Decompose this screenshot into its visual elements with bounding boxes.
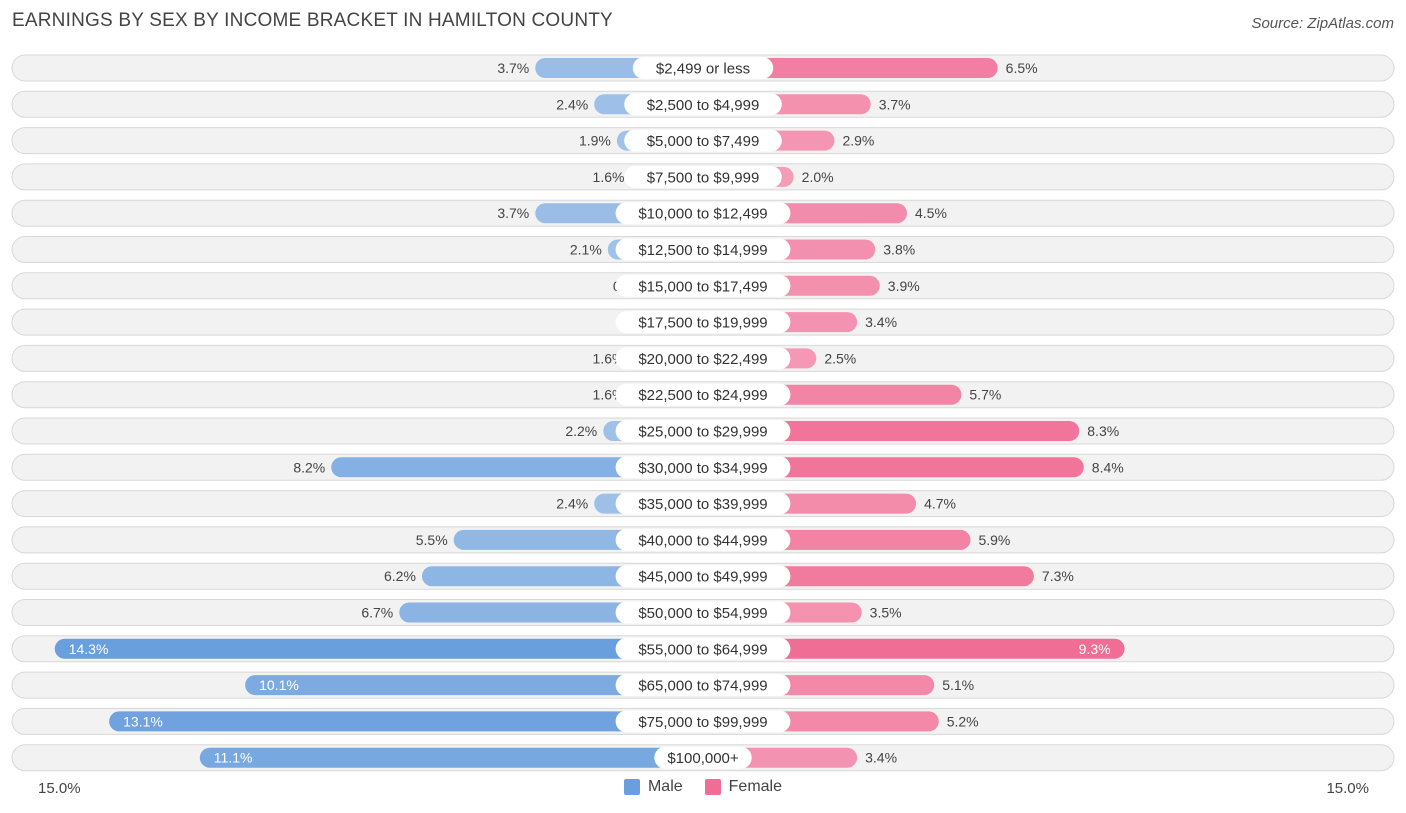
category-label-background xyxy=(615,420,791,442)
chart-title: EARNINGS BY SEX BY INCOME BRACKET IN HAM… xyxy=(12,10,613,31)
legend-swatch-female xyxy=(704,779,721,795)
female-bar xyxy=(703,638,1125,659)
category-label: $2,499 or less xyxy=(656,61,750,78)
category-label-background xyxy=(615,637,791,660)
female-value-label: 5.9% xyxy=(978,532,1010,548)
category-label-background xyxy=(654,746,752,769)
female-value-label: 5.1% xyxy=(942,677,974,693)
female-value-label: 3.9% xyxy=(888,278,920,294)
male-value-label: 6.2% xyxy=(384,568,416,584)
category-label: $2,500 to $4,999 xyxy=(647,97,760,114)
male-bar xyxy=(245,675,703,696)
category-label-background xyxy=(624,129,782,152)
female-value-label: 8.3% xyxy=(1087,423,1119,439)
category-label-background xyxy=(615,311,791,334)
female-value-label: 8.4% xyxy=(1092,459,1124,475)
x-axis-max-label: 15.0% xyxy=(1326,780,1369,797)
category-label: $65,000 to $74,999 xyxy=(638,678,767,695)
category-label: $55,000 to $64,999 xyxy=(638,641,767,658)
category-label-background xyxy=(632,57,774,79)
legend-item-male: Male xyxy=(623,778,683,796)
female-value-label: 3.4% xyxy=(865,750,897,766)
category-label-background xyxy=(615,710,791,733)
category-label-background xyxy=(615,565,791,588)
female-value-label: 4.7% xyxy=(924,496,956,512)
category-label: $12,500 to $14,999 xyxy=(638,242,767,259)
category-label: $40,000 to $44,999 xyxy=(638,532,767,549)
female-value-label: 3.8% xyxy=(883,242,915,258)
category-label: $25,000 to $29,999 xyxy=(638,424,767,441)
female-value-label: 3.5% xyxy=(870,605,902,621)
male-value-label: 1.9% xyxy=(579,133,611,149)
legend-label-female: Female xyxy=(728,778,783,795)
female-value-label: 2.9% xyxy=(842,133,874,149)
male-value-label: 1.6% xyxy=(593,169,625,185)
male-value-label: 2.4% xyxy=(556,96,588,112)
category-label-background xyxy=(615,202,791,225)
category-label: $100,000+ xyxy=(667,750,739,767)
category-label-background xyxy=(615,238,791,261)
female-value-label: 5.7% xyxy=(969,387,1001,403)
category-label: $10,000 to $12,499 xyxy=(638,206,767,223)
category-label-background xyxy=(615,347,791,370)
male-bar xyxy=(109,711,704,732)
male-value-label: 3.7% xyxy=(497,60,529,76)
male-value-label: 8.2% xyxy=(293,459,325,475)
female-bar xyxy=(703,421,1080,441)
male-value-label: 5.5% xyxy=(416,532,448,548)
female-value-label: 7.3% xyxy=(1042,568,1074,584)
category-label-background xyxy=(615,456,791,479)
female-value-label: 3.4% xyxy=(865,314,897,330)
legend-item-female: Female xyxy=(704,778,783,796)
chart-source: Source: ZipAtlas.com xyxy=(1251,15,1394,32)
female-value-label: 5.2% xyxy=(947,713,979,729)
male-bar xyxy=(199,747,704,768)
category-label: $22,500 to $24,999 xyxy=(638,387,767,404)
category-label: $35,000 to $39,999 xyxy=(638,496,767,513)
chart-svg: 3.7% 6.5% $2,499 or less 2.4% 3.7% $2,500 to … xyxy=(11,54,1395,772)
male-bar xyxy=(54,638,703,659)
male-bar xyxy=(331,457,703,478)
legend-label-male: Male xyxy=(647,778,683,795)
category-label: $5,000 to $7,499 xyxy=(647,133,760,150)
category-label-background xyxy=(615,674,791,697)
category-label: $20,000 to $22,499 xyxy=(638,351,767,368)
category-label: $45,000 to $49,999 xyxy=(638,569,767,586)
category-label-background xyxy=(615,274,791,297)
female-value-label: 4.5% xyxy=(915,205,947,221)
category-label-background xyxy=(615,383,791,406)
male-value-label: 14.3% xyxy=(69,641,109,657)
category-label-background xyxy=(615,492,791,515)
category-label-background xyxy=(624,165,782,188)
female-bar xyxy=(703,457,1084,478)
category-label: $75,000 to $99,999 xyxy=(638,714,767,731)
category-label: $15,000 to $17,499 xyxy=(638,278,767,295)
legend-swatch-male xyxy=(623,779,640,795)
male-value-label: 11.1% xyxy=(214,750,253,766)
category-label-background xyxy=(615,528,791,551)
female-value-label: 2.5% xyxy=(824,350,856,366)
female-value-label: 2.0% xyxy=(802,169,834,185)
category-label: $17,500 to $19,999 xyxy=(638,315,767,332)
female-value-label: 9.3% xyxy=(1079,641,1111,657)
male-value-label: 13.1% xyxy=(123,713,163,729)
female-bar xyxy=(703,58,998,78)
male-value-label: 2.2% xyxy=(565,423,597,439)
female-value-label: 3.7% xyxy=(879,96,911,112)
legend: Male Female xyxy=(0,778,1406,796)
male-value-label: 10.1% xyxy=(259,677,299,693)
category-label: $30,000 to $34,999 xyxy=(638,460,767,477)
female-value-label: 6.5% xyxy=(1006,60,1038,76)
category-label: $7,500 to $9,999 xyxy=(647,169,760,186)
category-label-background xyxy=(624,93,782,116)
x-axis-min-label: 15.0% xyxy=(38,780,81,797)
category-label: $50,000 to $54,999 xyxy=(638,605,767,622)
category-label-background xyxy=(615,601,791,624)
male-value-label: 2.4% xyxy=(556,496,588,512)
male-value-label: 2.1% xyxy=(570,242,602,258)
male-value-label: 3.7% xyxy=(497,205,529,221)
male-value-label: 6.7% xyxy=(361,605,393,621)
